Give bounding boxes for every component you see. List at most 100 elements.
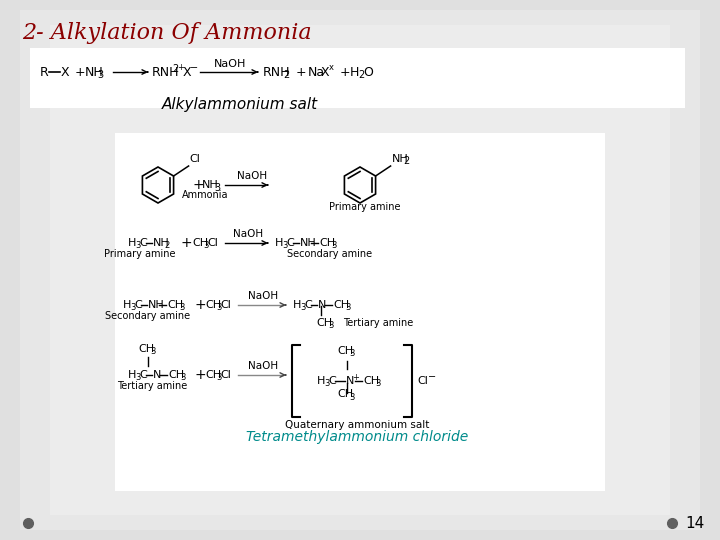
Text: C: C [139, 370, 147, 380]
Text: 3: 3 [282, 241, 287, 251]
Text: Secondary amine: Secondary amine [287, 249, 372, 259]
Text: NH: NH [148, 300, 165, 310]
Text: 2: 2 [283, 70, 289, 80]
Bar [288, 216, 432, 324]
Bar [84, 63, 636, 477]
Bar [216, 162, 504, 378]
Bar [60, 45, 660, 495]
Text: RNH: RNH [152, 65, 179, 78]
Bar [228, 171, 492, 369]
Text: −: − [428, 372, 436, 382]
Text: 3: 3 [203, 241, 208, 251]
Text: H: H [128, 370, 136, 380]
Text: −: − [190, 63, 198, 73]
Text: +: + [177, 64, 184, 72]
Text: 2: 2 [172, 64, 179, 74]
Text: +: + [296, 65, 307, 78]
Text: +: + [352, 373, 359, 381]
Text: Na: Na [308, 65, 325, 78]
Text: N: N [346, 376, 354, 386]
Text: C: C [134, 300, 142, 310]
Text: Tetramethylammonium chloride: Tetramethylammonium chloride [246, 430, 468, 444]
Bar [96, 72, 624, 468]
Text: X: X [321, 65, 330, 78]
Bar [72, 54, 648, 486]
Text: 3: 3 [300, 303, 305, 313]
Text: N: N [153, 370, 161, 380]
Text: NaOH: NaOH [248, 291, 278, 301]
Text: CH: CH [138, 344, 154, 354]
Text: CH: CH [333, 300, 349, 310]
Text: H: H [293, 300, 302, 310]
Text: 3: 3 [331, 241, 336, 251]
Text: 3: 3 [150, 348, 156, 356]
Text: CH: CH [168, 370, 184, 380]
Text: 2: 2 [404, 156, 410, 166]
Text: O: O [363, 65, 373, 78]
Text: 3: 3 [214, 183, 220, 193]
Text: H: H [350, 65, 359, 78]
Bar [132, 99, 588, 441]
Text: Tertiary amine: Tertiary amine [343, 318, 413, 328]
Text: Tertiary amine: Tertiary amine [117, 381, 187, 391]
Bar [192, 144, 528, 396]
Text: CH: CH [205, 370, 221, 380]
Text: 2: 2 [164, 241, 169, 251]
Bar [120, 90, 600, 450]
Text: H: H [317, 376, 325, 386]
Text: NaOH: NaOH [233, 229, 263, 239]
Text: 3: 3 [135, 374, 140, 382]
Bar [180, 135, 540, 405]
Text: CH: CH [337, 389, 353, 399]
Text: +: + [195, 368, 207, 382]
Text: Cl: Cl [189, 154, 200, 164]
Bar [156, 117, 564, 423]
Text: 3: 3 [345, 303, 351, 313]
Text: C: C [304, 300, 312, 310]
Text: x: x [329, 64, 334, 72]
Text: 3: 3 [216, 303, 221, 313]
Text: CH: CH [337, 346, 353, 356]
Text: CH: CH [316, 318, 332, 328]
Text: 3: 3 [375, 380, 380, 388]
Text: +: + [192, 178, 204, 192]
Text: CH: CH [363, 376, 379, 386]
Text: NaOH: NaOH [248, 361, 278, 371]
Text: Secondary amine: Secondary amine [105, 311, 191, 321]
Text: 14: 14 [685, 516, 704, 530]
Text: 2- Alkylation Of Ammonia: 2- Alkylation Of Ammonia [22, 22, 312, 44]
Text: 3: 3 [216, 374, 221, 382]
Bar [30, 48, 685, 108]
Text: Cl: Cl [220, 370, 231, 380]
Text: Cl: Cl [220, 300, 231, 310]
Text: H: H [123, 300, 131, 310]
Bar [48, 36, 672, 504]
Text: R: R [40, 65, 49, 78]
Text: +: + [75, 65, 86, 78]
Text: CH: CH [319, 238, 335, 248]
Text: 3: 3 [349, 393, 354, 402]
Text: C: C [286, 238, 294, 248]
Text: N: N [318, 300, 326, 310]
Text: CH: CH [192, 238, 208, 248]
Text: NH: NH [392, 154, 408, 164]
Text: X: X [61, 65, 70, 78]
Text: CH: CH [167, 300, 183, 310]
Bar [276, 207, 444, 333]
Text: +: + [340, 65, 351, 78]
Text: NaOH: NaOH [237, 171, 267, 181]
Bar [348, 261, 372, 279]
Text: Cl: Cl [207, 238, 218, 248]
Text: NH: NH [300, 238, 317, 248]
Bar [204, 153, 516, 387]
Bar [144, 108, 576, 432]
Text: X: X [183, 65, 192, 78]
Bar [108, 81, 612, 459]
Bar [336, 252, 384, 288]
Bar [168, 126, 552, 414]
Text: Primary amine: Primary amine [329, 202, 401, 212]
Text: NH: NH [85, 65, 104, 78]
Text: +: + [180, 236, 192, 250]
Text: NH: NH [153, 238, 170, 248]
Text: +: + [195, 298, 207, 312]
